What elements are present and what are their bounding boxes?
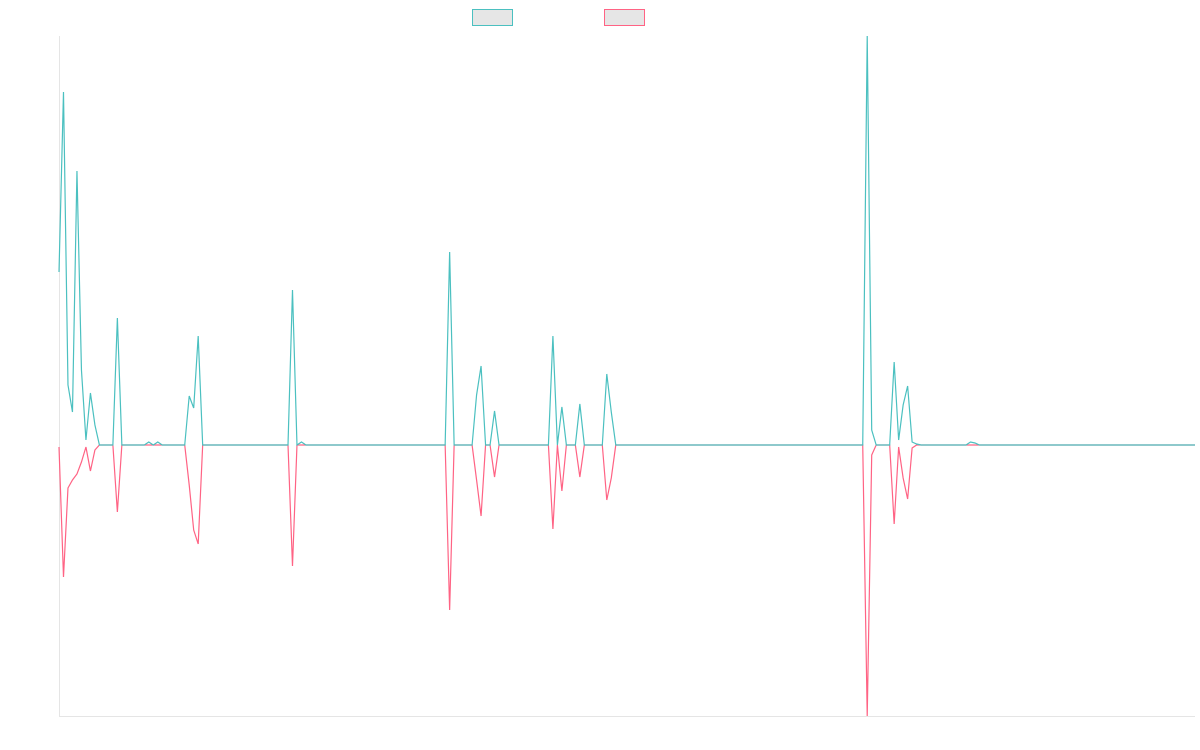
legend (472, 9, 645, 26)
plot-area (58, 35, 1195, 717)
legend-swatch (472, 9, 513, 26)
legend-swatch (604, 9, 645, 26)
series-line (58, 444, 1195, 717)
series-line (58, 35, 1195, 447)
